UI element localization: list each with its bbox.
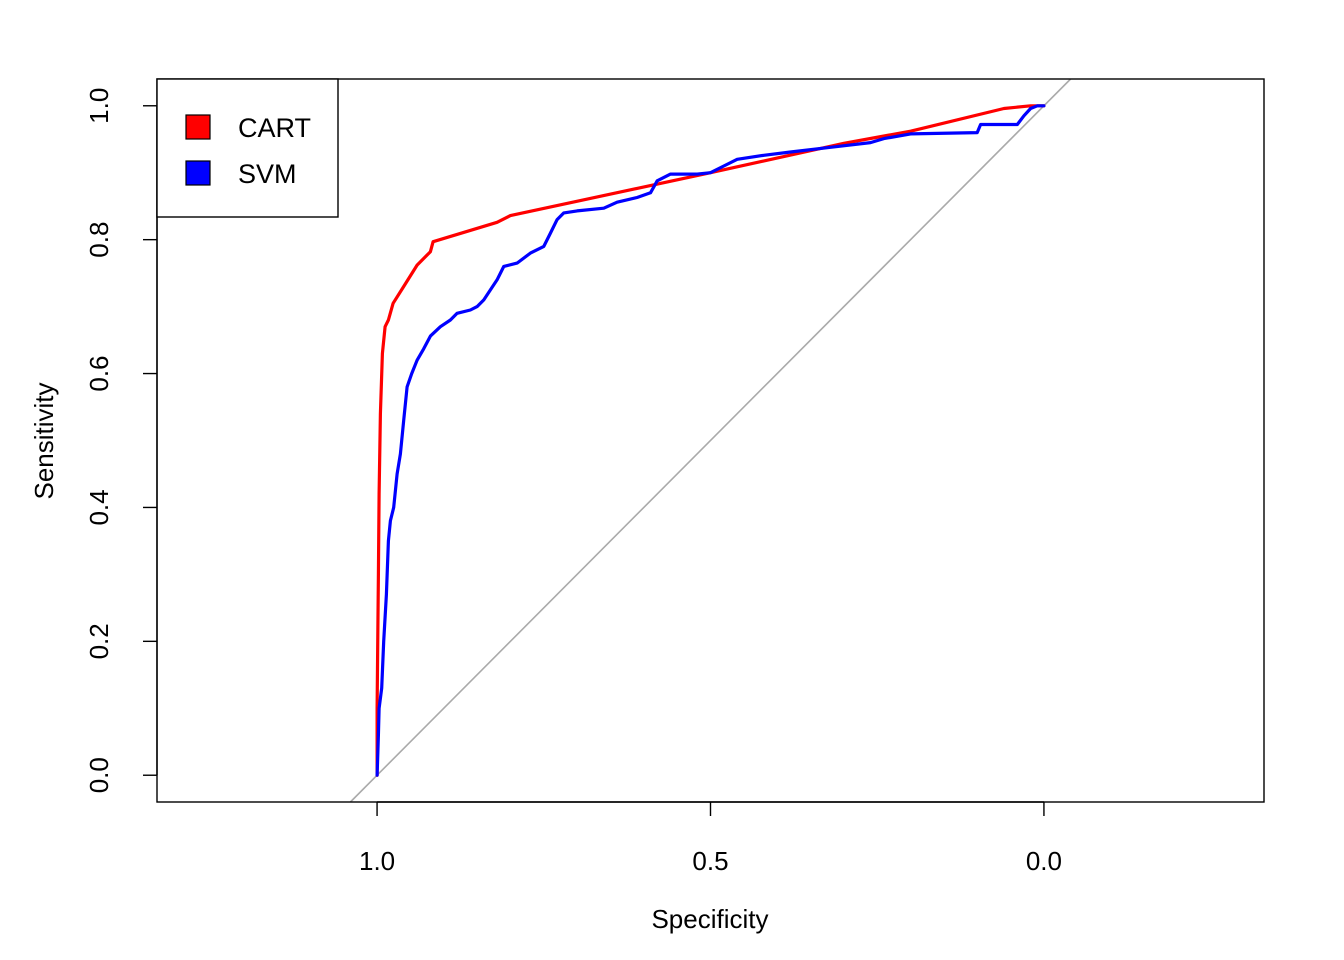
series-line-svm <box>375 104 1046 777</box>
y-axis-title: Sensitivity <box>29 382 59 499</box>
x-axis: 1.0 0.5 0.0 <box>359 801 1062 876</box>
legend-label-svm: SVM <box>238 159 297 189</box>
y-tick-label: 0.8 <box>84 222 114 258</box>
series-line-cart <box>375 104 1046 777</box>
y-tick-label: 0.4 <box>84 489 114 525</box>
x-tick-label: 0.5 <box>692 846 728 876</box>
legend-swatch-cart <box>185 114 211 140</box>
x-tick-label: 1.0 <box>359 846 395 876</box>
legend: CART SVM <box>156 78 339 218</box>
legend-swatch-svm <box>185 160 211 186</box>
reference-diagonal-line <box>349 78 1072 803</box>
y-tick-label: 0.6 <box>84 355 114 391</box>
series-lines <box>375 104 1046 777</box>
y-tick-label: 0.0 <box>84 757 114 793</box>
y-tick-label: 1.0 <box>84 88 114 124</box>
legend-box <box>156 78 339 218</box>
legend-label-cart: CART <box>238 113 311 143</box>
x-axis-title: Specificity <box>651 904 768 934</box>
y-tick-label: 0.2 <box>84 623 114 659</box>
x-tick-label: 0.0 <box>1026 846 1062 876</box>
y-axis: 0.0 0.2 0.4 0.6 0.8 1.0 <box>84 88 158 793</box>
